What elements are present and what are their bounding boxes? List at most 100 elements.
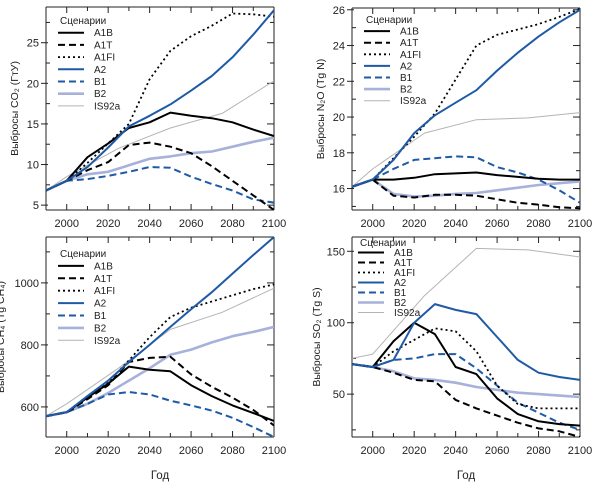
y-tick-label: 26 (333, 5, 345, 17)
series-line-b1 (46, 391, 274, 437)
x-tick-label: 2080 (526, 445, 550, 457)
x-tick-label: 2060 (485, 218, 509, 230)
series-line-is92a (46, 80, 274, 191)
legend-title: Сценарии (60, 16, 106, 27)
y-tick-label: 100 (327, 318, 345, 330)
x-tick-label: 2060 (179, 445, 203, 457)
legend-label-a1t: A1T (394, 258, 412, 269)
series-line-a1fi (46, 283, 274, 418)
x-tick-label: 2080 (220, 218, 244, 230)
y-axis-label: Выбросы CO₂ (ГтУ) (9, 61, 21, 156)
legend-label-a1fi: A1FI (94, 286, 115, 297)
co2-panel: 2000 2020 2040 2060 2080 2100 5 10 15 20 25 Выбросы… (9, 6, 286, 230)
legend-label-b2: B2 (94, 323, 107, 334)
y-tick-label: 150 (327, 246, 345, 258)
legend-label-a1fi: A1FI (400, 50, 421, 61)
legend-label-a2: A2 (400, 61, 413, 72)
series-line-a2 (46, 237, 274, 418)
series-line-a1b (352, 171, 580, 188)
x-tick-label: 2100 (262, 218, 286, 230)
series-line-a1b (352, 321, 580, 427)
series-line-a1t (46, 355, 274, 427)
legend-label-a2: A2 (394, 278, 407, 289)
x-tick-label: 2040 (443, 218, 467, 230)
y-tick-label: 600 (21, 402, 39, 414)
so2-panel: 2000 2020 2040 2060 2080 2100 50 100 150 Выбросы … (311, 236, 592, 482)
legend-label-a2: A2 (94, 65, 107, 76)
legend-label-a1fi: A1FI (394, 268, 415, 279)
legend-label-is92a: IS92a (94, 336, 121, 347)
series-line-is92a (46, 287, 274, 417)
series-line-b1 (352, 353, 580, 431)
series-group (46, 237, 274, 437)
y-tick-label: 10 (27, 160, 39, 172)
legend-label-a1b: A1B (394, 248, 413, 259)
n2o-panel: 2000 2020 2040 2060 2080 2100 16 18 20 22 24 26 Выбр… (315, 5, 592, 230)
series-line-is92a (352, 247, 580, 359)
series-line-a2 (46, 9, 274, 192)
series-line-a1fi (46, 12, 274, 192)
series-line-b2 (46, 136, 274, 192)
legend-label-a1b: A1B (94, 261, 113, 272)
legend-label-b2: B2 (94, 89, 107, 100)
y-tick-label: 1000 (15, 278, 39, 290)
x-tick-label: 2100 (262, 445, 286, 457)
legend-label-b1: B1 (394, 288, 407, 299)
x-axis-label: Год (457, 470, 476, 482)
x-tick-label: 2020 (96, 218, 120, 230)
x-tick-label: 2040 (137, 218, 161, 230)
y-tick-label: 15 (27, 119, 39, 131)
series-line-is92a (352, 112, 580, 188)
series-group (46, 9, 274, 210)
series-line-a1t (46, 141, 274, 210)
x-tick-label: 2000 (360, 445, 384, 457)
legend-label-b1: B1 (94, 311, 107, 322)
y-tick-label: 800 (21, 340, 39, 352)
series-line-a1b (46, 365, 274, 422)
series-line-a1fi (352, 8, 580, 188)
x-tick-label: 2000 (54, 445, 78, 457)
series-line-a2 (352, 303, 580, 381)
legend-label-a1t: A1T (400, 38, 418, 49)
series-group (352, 247, 580, 437)
y-axis-label: Выбросы SO₂ (Tg S) (311, 287, 323, 386)
legend-title: Сценарии (60, 249, 106, 260)
legend-label-is92a: IS92a (400, 96, 427, 107)
legend-label-is92a: IS92a (394, 308, 421, 319)
x-tick-label: 2000 (360, 218, 384, 230)
x-tick-label: 2080 (526, 218, 550, 230)
series-line-a2 (352, 8, 580, 188)
series-group (352, 8, 580, 210)
legend-label-a2: A2 (94, 299, 107, 310)
x-tick-label: 2080 (220, 445, 244, 457)
x-tick-label: 2020 (96, 445, 120, 457)
series-line-b2 (352, 362, 580, 399)
y-tick-label: 20 (27, 78, 39, 90)
x-axis-label: Год (151, 470, 170, 482)
series-line-a1fi (352, 327, 580, 410)
y-tick-label: 18 (333, 148, 345, 160)
legend-title: Сценарии (366, 15, 412, 26)
x-tick-label: 2100 (568, 218, 592, 230)
legend-label-b1: B1 (400, 73, 413, 84)
x-tick-label: 2100 (568, 445, 592, 457)
y-tick-label: 5 (33, 200, 39, 212)
legend-label-b1: B1 (94, 77, 107, 88)
x-tick-label: 2040 (137, 445, 161, 457)
x-tick-label: 2020 (402, 445, 426, 457)
legend-label-is92a: IS92a (94, 101, 121, 112)
x-tick-label: 2040 (443, 445, 467, 457)
legend-label-a1fi: A1FI (94, 53, 115, 64)
y-tick-label: 20 (333, 112, 345, 124)
legend-label-a1b: A1B (400, 27, 419, 38)
series-line-a1t (352, 363, 580, 437)
y-tick-label: 50 (333, 389, 345, 401)
y-axis-label: Выбросы CH₄ (Tg CH₄) (0, 281, 7, 393)
y-tick-label: 25 (27, 38, 39, 50)
legend-label-a1b: A1B (94, 28, 113, 39)
